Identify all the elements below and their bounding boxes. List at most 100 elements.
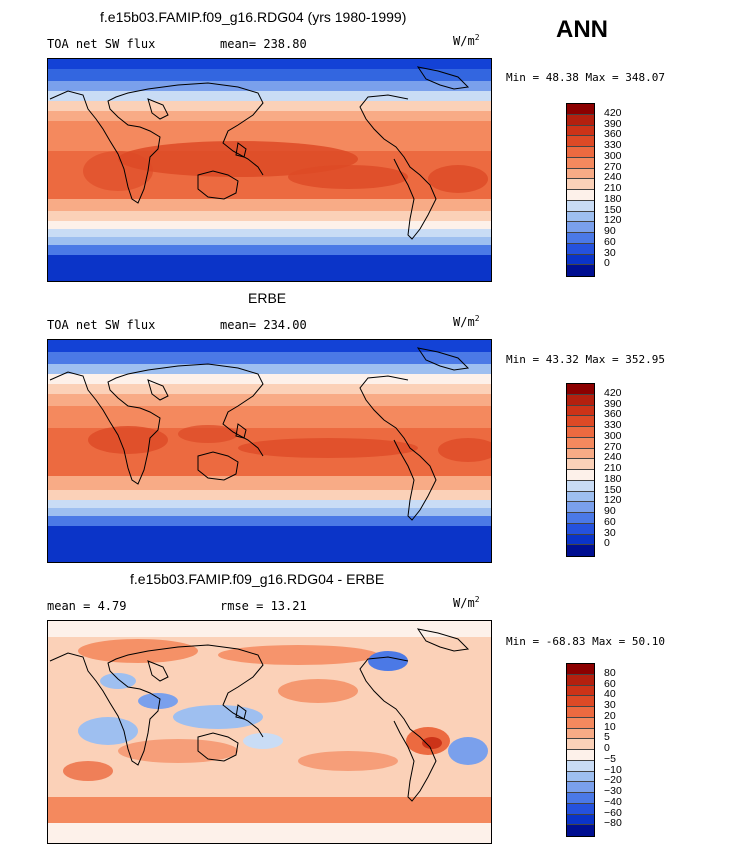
- panel1-mean-label: mean= 238.80: [220, 37, 307, 51]
- colorbar-swatch: [567, 179, 594, 190]
- colorbar-swatch: [567, 114, 594, 126]
- colorbar-swatch: [567, 136, 594, 147]
- colorbar-tick-label: 120: [604, 494, 622, 507]
- colorbar-tick-label: 420: [604, 386, 622, 399]
- colorbar-tick-label: 120: [604, 214, 622, 227]
- colorbar-swatch: [567, 190, 594, 201]
- colorbar-tick-label: 0: [604, 537, 610, 550]
- colorbar-swatch: [567, 523, 594, 535]
- panel2-unit-label: W/m2: [453, 314, 480, 329]
- colorbar-swatch: [567, 211, 594, 223]
- colorbar-tick-label: 10: [604, 720, 616, 733]
- panel3-rmse-label: rmse = 13.21: [220, 599, 307, 613]
- panel3-title: f.e15b03.FAMIP.f09_g16.RDG04 - ERBE: [130, 571, 385, 587]
- colorbar-tick-label: 420: [604, 106, 622, 119]
- colorbar-tick-label: 390: [604, 117, 622, 130]
- panel1-variable-label: TOA net SW flux: [47, 37, 156, 51]
- colorbar-tick-label: 210: [604, 182, 622, 194]
- colorbar-swatch: [567, 168, 594, 180]
- colorbar-tick-label: 240: [604, 171, 622, 184]
- colorbar-tick-label: 150: [604, 203, 622, 216]
- colorbar-swatch: [567, 243, 594, 255]
- colorbar-swatch: [567, 750, 594, 761]
- colorbar-swatch: [567, 739, 594, 750]
- colorbar-swatch: [567, 157, 594, 169]
- panel1-unit-label: W/m2: [453, 33, 480, 48]
- colorbar-swatch: [567, 125, 594, 137]
- colorbar-tick-label: 300: [604, 149, 622, 162]
- colorbar-swatch: [567, 384, 594, 395]
- panel1-minmax: Min = 48.38 Max = 348.07: [506, 71, 665, 84]
- colorbar-swatch: [567, 696, 594, 707]
- colorbar-tick-label: 330: [604, 139, 622, 151]
- colorbar-swatch: [567, 717, 594, 729]
- colorbar-tick-label: 30: [604, 526, 616, 539]
- colorbar-tick-label: 180: [604, 472, 622, 485]
- panel3-map: [47, 620, 492, 844]
- colorbar-swatch: [567, 416, 594, 427]
- colorbar-tick-label: 5: [604, 731, 610, 744]
- colorbar-tick-label: −80: [604, 817, 622, 830]
- panel3-unit-label: W/m2: [453, 595, 480, 610]
- season-label: ANN: [556, 16, 608, 43]
- colorbar-tick-label: 240: [604, 451, 622, 464]
- panel2-colorbar: [566, 383, 595, 557]
- colorbar-tick-label: 360: [604, 408, 622, 421]
- colorbar-tick-label: −5: [604, 752, 616, 765]
- colorbar-swatch: [567, 405, 594, 417]
- colorbar-tick-label: −20: [604, 774, 622, 787]
- panel2-title: ERBE: [248, 290, 287, 306]
- colorbar-tick-label: 270: [604, 440, 622, 453]
- colorbar-tick-label: 270: [604, 160, 622, 173]
- colorbar-swatch: [567, 825, 594, 836]
- colorbar-swatch: [567, 814, 594, 826]
- colorbar-swatch: [567, 427, 594, 438]
- colorbar-tick-label: 330: [604, 419, 622, 431]
- colorbar-tick-label: 390: [604, 397, 622, 410]
- panel3-colorbar: [566, 663, 595, 837]
- colorbar-swatch: [567, 394, 594, 406]
- colorbar-swatch: [567, 491, 594, 503]
- panel2-mean-label: mean= 234.00: [220, 318, 307, 332]
- panel2-variable-label: TOA net SW flux: [47, 318, 156, 332]
- colorbar-tick-label: 0: [604, 257, 610, 270]
- panel3-minmax: Min = -68.83 Max = 50.10: [506, 635, 665, 648]
- colorbar-swatch: [567, 760, 594, 772]
- colorbar-swatch: [567, 233, 594, 244]
- colorbar-swatch: [567, 782, 594, 793]
- colorbar-tick-label: 90: [604, 225, 616, 237]
- panel1-map: [47, 58, 492, 282]
- panel2-map: [47, 339, 492, 563]
- colorbar-tick-label: 180: [604, 192, 622, 205]
- colorbar-swatch: [567, 448, 594, 460]
- colorbar-swatch: [567, 459, 594, 470]
- colorbar-swatch: [567, 480, 594, 492]
- colorbar-swatch: [567, 674, 594, 686]
- colorbar-tick-label: 40: [604, 688, 616, 701]
- colorbar-tick-label: −40: [604, 795, 622, 808]
- panel1-colorbar: [566, 103, 595, 277]
- colorbar-tick-label: 60: [604, 677, 616, 690]
- colorbar-tick-label: −30: [604, 785, 622, 797]
- colorbar-tick-label: 60: [604, 515, 616, 528]
- colorbar-swatch: [567, 254, 594, 266]
- colorbar-tick-label: 60: [604, 235, 616, 248]
- colorbar-swatch: [567, 104, 594, 115]
- colorbar-swatch: [567, 470, 594, 481]
- colorbar-tick-label: 360: [604, 128, 622, 141]
- colorbar-tick-label: 30: [604, 246, 616, 259]
- colorbar-tick-label: 30: [604, 699, 616, 711]
- colorbar-tick-label: 210: [604, 462, 622, 474]
- colorbar-swatch: [567, 728, 594, 740]
- colorbar-swatch: [567, 545, 594, 556]
- colorbar-swatch: [567, 147, 594, 158]
- colorbar-swatch: [567, 222, 594, 233]
- colorbar-swatch: [567, 793, 594, 804]
- colorbar-tick-label: 20: [604, 709, 616, 722]
- colorbar-tick-label: 150: [604, 483, 622, 496]
- panel2-minmax: Min = 43.32 Max = 352.95: [506, 353, 665, 366]
- colorbar-swatch: [567, 664, 594, 675]
- colorbar-tick-label: −10: [604, 763, 622, 776]
- colorbar-swatch: [567, 685, 594, 697]
- colorbar-swatch: [567, 513, 594, 524]
